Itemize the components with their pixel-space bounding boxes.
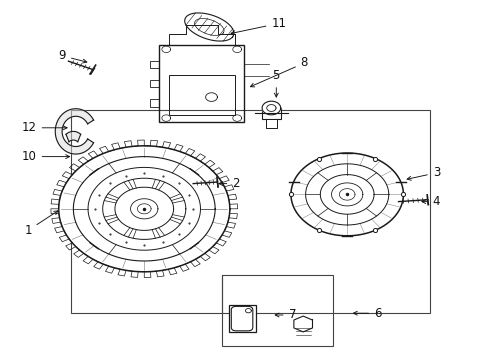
Text: 9: 9	[59, 49, 86, 63]
Polygon shape	[245, 309, 251, 313]
Bar	[150, 99, 159, 107]
Text: 7: 7	[275, 309, 295, 321]
Polygon shape	[184, 13, 233, 41]
Polygon shape	[262, 101, 280, 115]
Text: 6: 6	[353, 307, 381, 320]
Polygon shape	[293, 316, 312, 332]
Bar	[150, 80, 159, 87]
Polygon shape	[66, 131, 81, 142]
Text: 10: 10	[22, 150, 69, 163]
Text: 2: 2	[219, 177, 239, 190]
Bar	[150, 61, 159, 68]
Polygon shape	[59, 146, 229, 272]
Bar	[265, 119, 276, 128]
Polygon shape	[290, 153, 403, 236]
Text: 12: 12	[21, 121, 67, 134]
Text: 4: 4	[421, 195, 439, 208]
Bar	[159, 45, 244, 122]
Bar	[168, 75, 234, 115]
Text: 11: 11	[231, 17, 286, 35]
Text: 5: 5	[272, 69, 280, 97]
Text: 8: 8	[250, 57, 307, 87]
Bar	[222, 275, 332, 346]
Bar	[228, 305, 255, 332]
Text: 1: 1	[24, 211, 58, 237]
Polygon shape	[55, 109, 93, 154]
Text: 3: 3	[407, 166, 439, 180]
Bar	[262, 108, 280, 119]
Bar	[71, 110, 429, 313]
